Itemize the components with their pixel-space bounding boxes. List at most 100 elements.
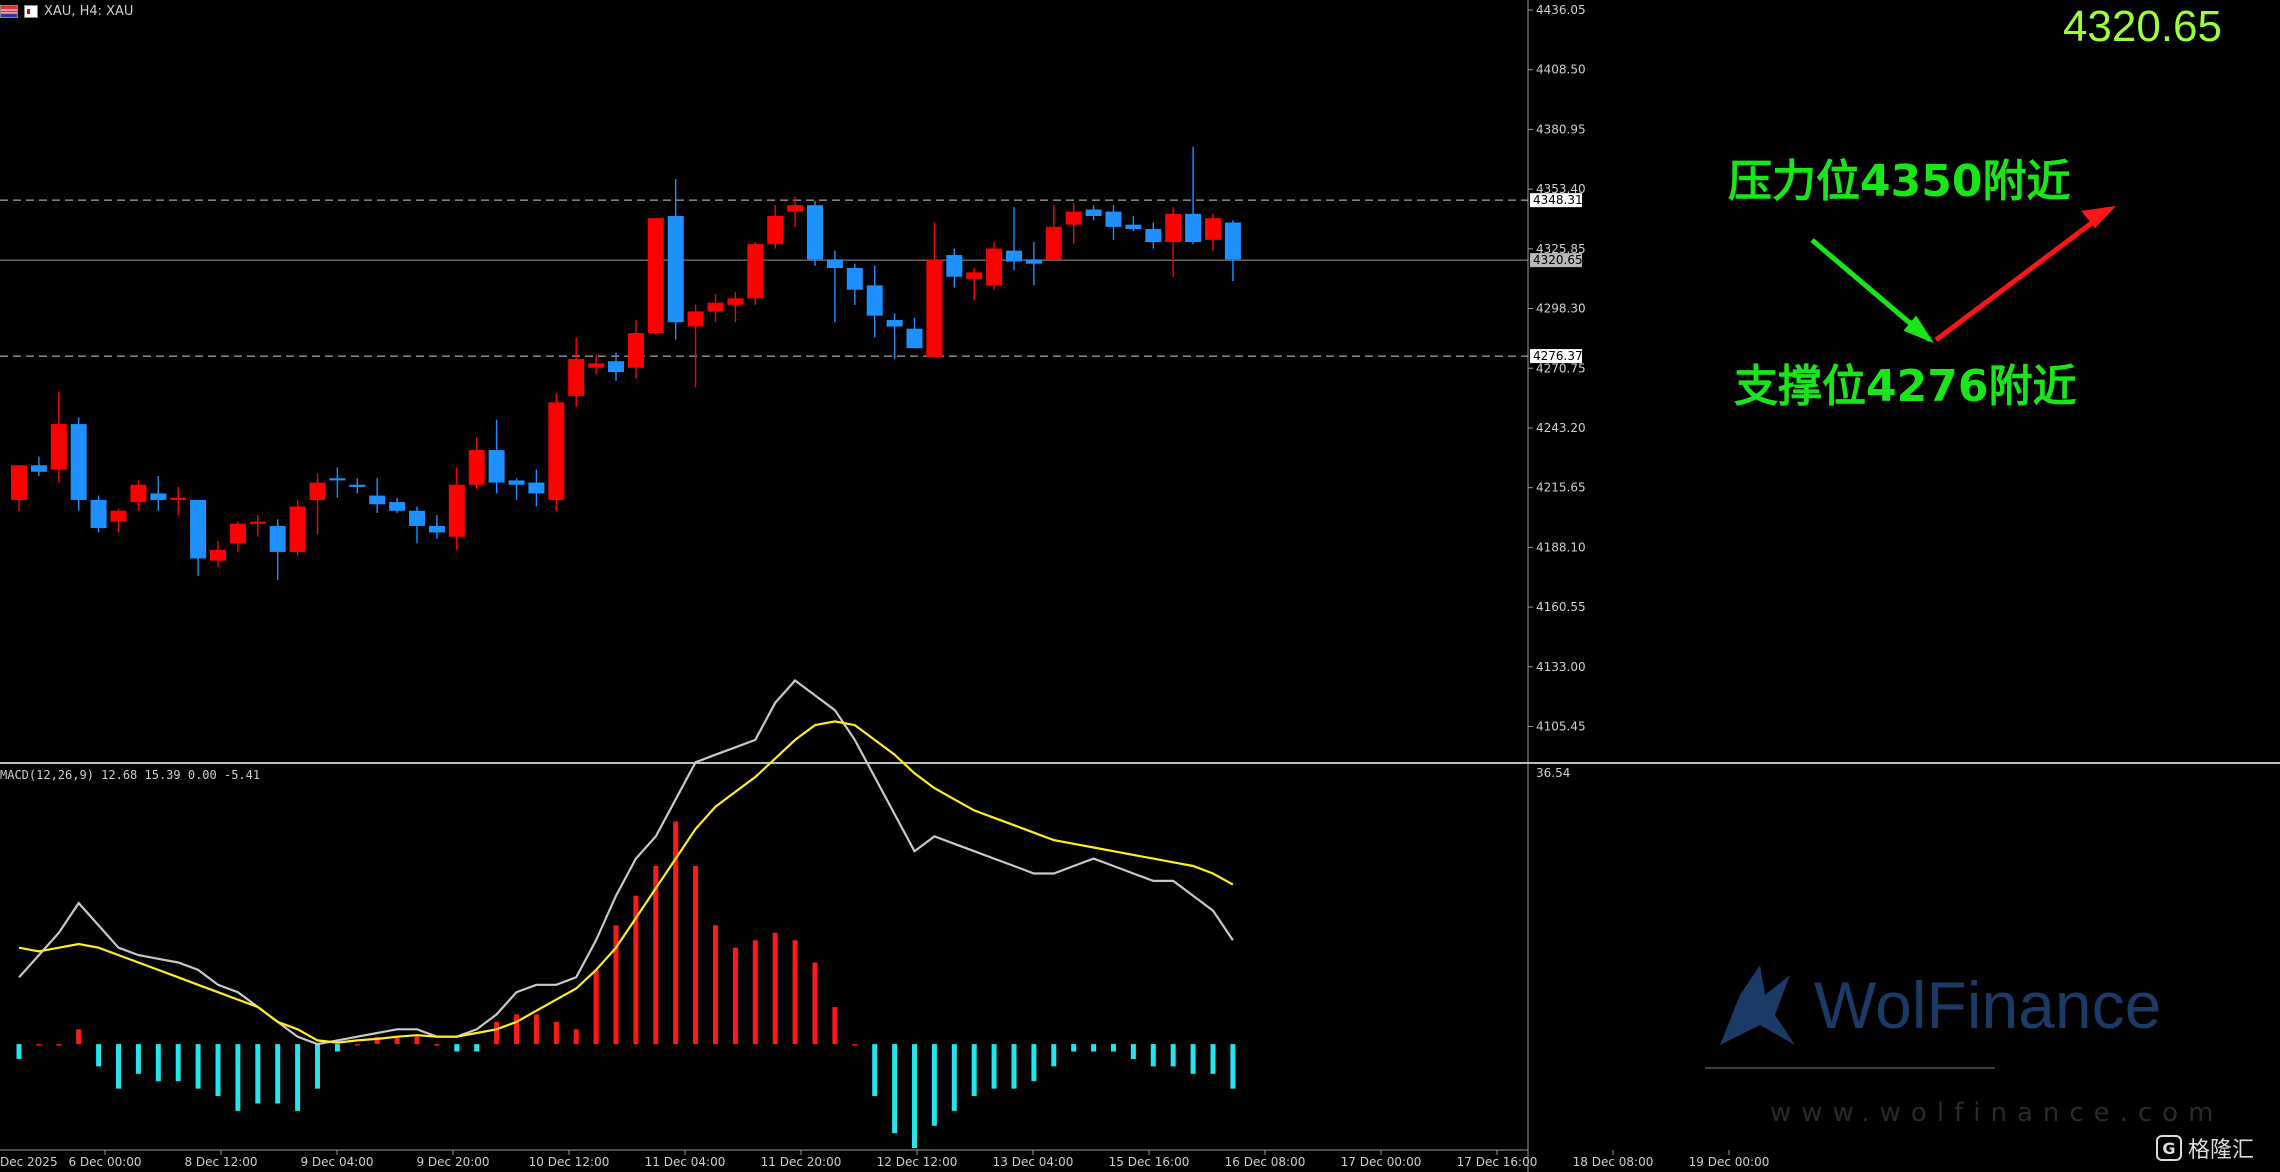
candle-bull[interactable] [130,484,147,503]
macd-hist-bar-neg [235,1044,241,1111]
candle-bull[interactable] [966,272,983,279]
candle-bull[interactable] [727,298,744,305]
candle-bear[interactable] [488,450,505,483]
macd-hist-bar-pos [693,866,699,1045]
candle-bull[interactable] [1165,213,1182,243]
candle-bull[interactable] [1065,211,1082,225]
macd-hist-bar-neg [1071,1044,1077,1052]
candle-bear[interactable] [369,495,386,505]
watermark-logo-text: WolFinance [1814,968,2162,1042]
macd-hist-bar-neg [912,1044,917,1148]
time-tick-label: 17 Dec 16:00 [1457,1155,1538,1169]
candle-bull[interactable] [1205,218,1221,240]
price-level-label: 4348.31 [1533,193,1583,207]
candle-bear[interactable] [30,465,47,472]
price-tick-label: 4380.95 [1536,122,1586,136]
candle-bull[interactable] [50,424,67,470]
candle-bull[interactable] [229,523,246,544]
candle-bull[interactable] [687,311,704,327]
candle-bear[interactable] [906,328,923,349]
macd-hist-bar-neg [1091,1044,1097,1052]
time-tick-label: 6 Dec 00:00 [68,1155,141,1169]
brand-logo-icon: G [2156,1135,2182,1161]
candle-bull[interactable] [110,510,127,522]
candle-bull[interactable] [468,450,485,485]
candle-bull[interactable] [448,484,465,537]
candle-bear[interactable] [190,499,207,559]
candle-bear[interactable] [1185,213,1202,243]
candle-bull[interactable] [787,205,804,212]
candle-bull[interactable] [249,521,266,524]
macd-hist-bar-neg [1031,1044,1037,1082]
candle-bear[interactable] [528,482,545,494]
candle-bull[interactable] [210,549,226,561]
candle-bull[interactable] [926,259,943,357]
candle-bull[interactable] [11,465,27,500]
candle-bull[interactable] [767,216,784,245]
candle-bear[interactable] [90,499,107,529]
macd-hist-bar-pos [414,1036,420,1045]
macd-hist-bar-pos [653,866,659,1045]
candle-bear[interactable] [508,480,525,485]
candle-bull[interactable] [627,333,644,368]
candle-bear[interactable] [1025,259,1042,264]
macd-hist-bar-neg [1111,1044,1116,1052]
price-level-tag [1530,193,1582,208]
candle-bear[interactable] [349,484,366,487]
candle-bear[interactable] [150,493,167,500]
candle-bull[interactable] [747,244,764,299]
chart-type-icon[interactable] [24,4,38,18]
candle-bear[interactable] [886,320,903,327]
candle-bear[interactable] [807,205,823,260]
candle-bear[interactable] [70,424,87,500]
macd-hist-bar-neg [195,1044,201,1089]
candle-bear[interactable] [1125,224,1142,230]
price-level-label: 4320.65 [1533,253,1583,267]
candle-bull[interactable] [548,402,565,500]
price-tick-label: 4188.10 [1536,540,1586,554]
macd-hist-bar-pos [76,1029,82,1045]
macd-hist-bar-neg [971,1044,977,1097]
macd-hist-bar-pos [613,925,619,1045]
price-tick-label: 4325.85 [1536,242,1586,256]
candle-bull[interactable] [289,506,306,552]
candle-bull[interactable] [568,359,585,396]
macd-hist-bar-pos [514,1014,519,1045]
candle-bear[interactable] [428,525,445,533]
candle-bear[interactable] [608,361,624,373]
macd-hist-bar-pos [852,1044,858,1046]
candle-bull[interactable] [707,302,724,312]
wolf-logo-icon [1720,965,1795,1045]
candle-bull[interactable] [986,248,1003,286]
time-tick-label: 13 Dec 04:00 [993,1155,1074,1169]
candle-bull[interactable] [170,497,187,500]
candle-bear[interactable] [826,259,843,269]
candle-bear[interactable] [846,268,863,290]
macd-hist-bar-pos [533,1014,539,1045]
macd-hist-bar-pos [792,940,798,1045]
candle-bear[interactable] [269,525,286,552]
candle-bear[interactable] [866,285,883,316]
candle-bear[interactable] [1006,250,1022,262]
macd-hist-bar-neg [1051,1044,1057,1067]
candle-bear[interactable] [1105,211,1122,227]
candle-bear[interactable] [1145,229,1162,243]
macd-hist-bar-pos [36,1044,42,1046]
candle-bull[interactable] [1045,226,1062,260]
candle-bear[interactable] [1224,222,1241,260]
macd-hist-bar-pos [573,1029,579,1045]
candle-bull[interactable] [588,363,605,368]
time-tick-label: 8 Dec 12:00 [184,1155,257,1169]
candle-bear[interactable] [946,255,963,277]
symbol-title: XAU, H4: XAU [44,3,134,19]
candle-bull[interactable] [647,218,664,334]
candle-bear[interactable] [1085,209,1102,217]
candle-bull[interactable] [309,482,326,500]
candle-bear[interactable] [329,478,346,481]
candle-bear[interactable] [389,502,406,511]
candle-bear[interactable] [409,510,425,526]
macd-hist-bar-pos [354,1044,360,1046]
candle-bear[interactable] [667,216,684,323]
up-arrow-head [2081,205,2117,229]
